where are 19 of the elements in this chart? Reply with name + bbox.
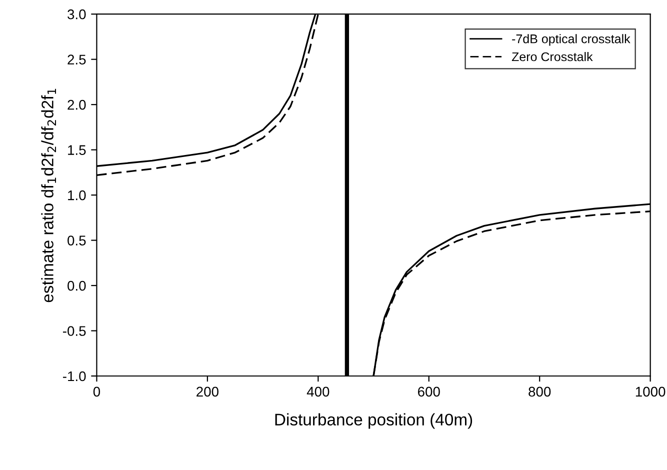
y-tick-label: -1.0	[62, 371, 86, 382]
y-tick-label: 1.5	[68, 145, 86, 155]
x-tick-label: 0	[93, 386, 100, 397]
x-tick-label: 600	[418, 386, 440, 397]
y-tick-label: 2.0	[68, 100, 86, 110]
x-tick-label: 1000	[636, 386, 666, 397]
y-tick-label: 2.5	[68, 54, 86, 65]
x-axis-title: Disturbance position (40m)	[275, 413, 472, 429]
legend-label: -7dB optical crosstalk	[512, 34, 630, 46]
y-tick-label: 3.0	[68, 9, 86, 20]
y-tick-label: 1.0	[68, 190, 86, 200]
legend-label: Zero Crosstalk	[512, 52, 593, 62]
x-tick-label: 800	[528, 386, 551, 397]
y-tick-label: 0.5	[68, 236, 86, 246]
y-tick-label: -0.5	[62, 326, 86, 336]
y-tick-label: 0.0	[68, 280, 86, 291]
x-tick-label: 400	[306, 386, 330, 397]
x-tick-label: 200	[196, 386, 218, 397]
y-axis-title: estimate ratio df$_{1}$d2f$_{2}$/df$_{2}$d2f$_{1}$	[41, 88, 56, 302]
